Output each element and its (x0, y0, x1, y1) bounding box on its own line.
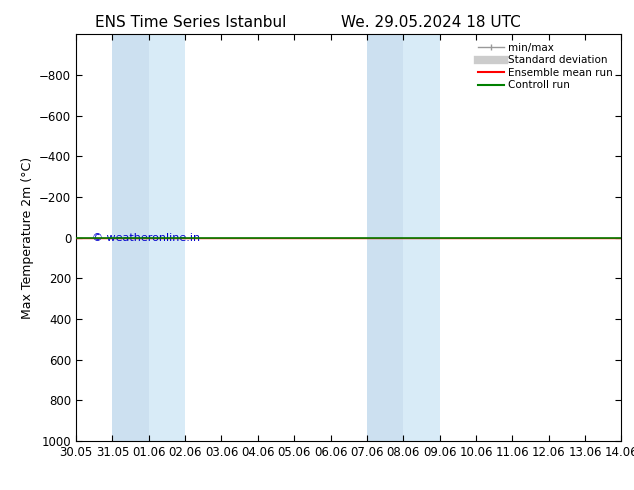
Y-axis label: Max Temperature 2m (°C): Max Temperature 2m (°C) (20, 157, 34, 318)
Text: ENS Time Series Istanbul: ENS Time Series Istanbul (94, 15, 286, 30)
Text: We. 29.05.2024 18 UTC: We. 29.05.2024 18 UTC (341, 15, 521, 30)
Legend: min/max, Standard deviation, Ensemble mean run, Controll run: min/max, Standard deviation, Ensemble me… (475, 40, 616, 94)
Bar (112, 34, 149, 441)
Bar (403, 34, 439, 441)
Bar (367, 34, 403, 441)
Bar (149, 34, 185, 441)
Text: © weatheronline.in: © weatheronline.in (93, 233, 200, 243)
